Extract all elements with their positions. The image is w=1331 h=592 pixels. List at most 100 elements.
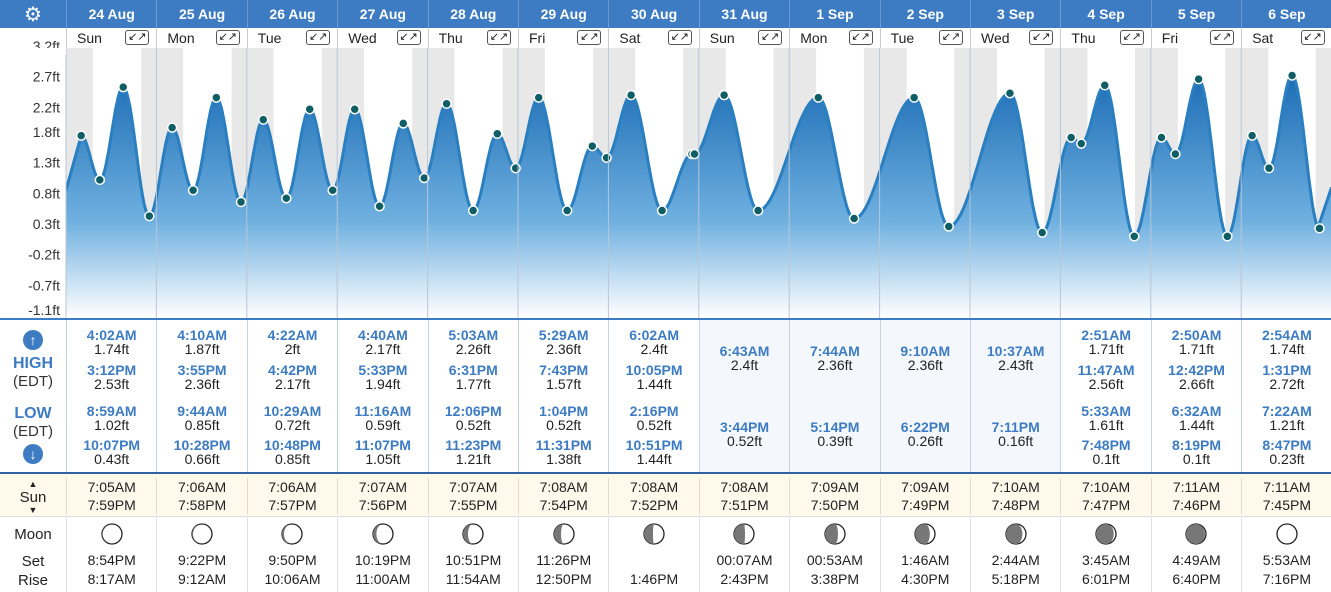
high-tide-entry[interactable]: 5:03AM 2.26ft: [429, 328, 518, 356]
high-tide-entry[interactable]: 7:43PM 1.57ft: [519, 363, 608, 391]
tide-extreme-point[interactable]: [587, 140, 598, 152]
tide-extreme-point[interactable]: [211, 92, 222, 103]
expand-arrows-icon[interactable]: ↙↗: [1300, 30, 1325, 45]
tide-extreme-point[interactable]: [441, 98, 452, 109]
low-tide-entry[interactable]: 10:07PM 0.43ft: [67, 438, 156, 466]
expand-arrows-icon[interactable]: ↙↗: [758, 30, 783, 45]
low-tide-entry[interactable]: 11:23PM 1.21ft: [429, 438, 518, 466]
tide-extreme-point[interactable]: [533, 92, 544, 103]
expand-arrows-icon[interactable]: ↙↗: [1119, 30, 1144, 45]
tide-extreme-point[interactable]: [94, 174, 106, 186]
tide-extreme-point[interactable]: [1065, 132, 1077, 143]
high-tide-entry[interactable]: 10:37AM 2.43ft: [971, 344, 1060, 372]
tide-extreme-point[interactable]: [258, 114, 269, 125]
low-tide-entry[interactable]: 7:22AM 1.21ft: [1242, 404, 1331, 432]
tide-extreme-point[interactable]: [625, 89, 637, 101]
high-tide-entry[interactable]: 4:42PM 2.17ft: [248, 363, 337, 391]
low-tide-entry[interactable]: 7:11PM 0.16ft: [971, 420, 1060, 448]
tide-extreme-point[interactable]: [752, 205, 764, 216]
high-tide-entry[interactable]: 10:05PM 1.44ft: [609, 363, 698, 391]
tide-extreme-point[interactable]: [1004, 88, 1016, 99]
tide-extreme-point[interactable]: [601, 152, 612, 163]
low-tide-entry[interactable]: 10:51PM 1.44ft: [609, 438, 698, 466]
high-tide-entry[interactable]: 2:50AM 1.71ft: [1152, 328, 1241, 356]
tide-extreme-point[interactable]: [1170, 148, 1181, 160]
tide-extreme-point[interactable]: [1076, 138, 1087, 149]
tide-extreme-point[interactable]: [75, 130, 87, 141]
low-tide-entry[interactable]: 1:04PM 0.52ft: [519, 404, 608, 432]
tide-extreme-point[interactable]: [656, 205, 668, 216]
tide-extreme-point[interactable]: [908, 92, 920, 103]
tide-extreme-point[interactable]: [1263, 162, 1275, 174]
low-tide-entry[interactable]: 3:44PM 0.52ft: [700, 420, 789, 448]
expand-arrows-icon[interactable]: ↙↗: [1029, 30, 1054, 45]
high-tide-entry[interactable]: 11:47AM 2.56ft: [1061, 363, 1150, 391]
low-tide-entry[interactable]: 11:31PM 1.38ft: [519, 438, 608, 466]
tide-extreme-point[interactable]: [718, 89, 730, 101]
high-tide-entry[interactable]: 4:40AM 2.17ft: [338, 328, 427, 356]
tide-extreme-point[interactable]: [492, 128, 503, 140]
low-tide-entry[interactable]: 6:22PM 0.26ft: [881, 420, 970, 448]
tide-extreme-point[interactable]: [561, 205, 573, 216]
tide-extreme-point[interactable]: [117, 81, 129, 93]
tide-extreme-point[interactable]: [1286, 70, 1298, 81]
expand-arrows-icon[interactable]: ↙↗: [215, 30, 240, 45]
expand-arrows-icon[interactable]: ↙↗: [486, 30, 511, 45]
high-tide-entry[interactable]: 2:54AM 1.74ft: [1242, 328, 1331, 356]
low-tide-entry[interactable]: 10:28PM 0.66ft: [157, 438, 246, 466]
expand-arrows-icon[interactable]: ↙↗: [125, 30, 150, 45]
low-tide-entry[interactable]: 5:33AM 1.61ft: [1061, 404, 1150, 432]
high-tide-entry[interactable]: 4:22AM 2ft: [248, 328, 337, 356]
tide-extreme-point[interactable]: [1222, 231, 1233, 242]
tide-extreme-point[interactable]: [327, 185, 338, 196]
high-tide-entry[interactable]: 2:51AM 1.71ft: [1061, 328, 1150, 356]
tide-extreme-point[interactable]: [848, 213, 860, 224]
tide-extreme-point[interactable]: [1036, 227, 1048, 238]
high-tide-entry[interactable]: 6:31PM 1.77ft: [429, 363, 518, 391]
tide-extreme-point[interactable]: [1314, 223, 1325, 234]
low-tide-entry[interactable]: 2:16PM 0.52ft: [609, 404, 698, 432]
low-tide-entry[interactable]: 8:59AM 1.02ft: [67, 404, 156, 432]
low-tide-entry[interactable]: 8:19PM 0.1ft: [1152, 438, 1241, 466]
tide-extreme-point[interactable]: [187, 185, 199, 196]
expand-arrows-icon[interactable]: ↙↗: [667, 30, 692, 45]
expand-arrows-icon[interactable]: ↙↗: [577, 30, 602, 45]
tide-extreme-point[interactable]: [1129, 231, 1140, 242]
tide-extreme-point[interactable]: [1156, 132, 1167, 143]
high-tide-entry[interactable]: 4:02AM 1.74ft: [67, 328, 156, 356]
tide-extreme-point[interactable]: [235, 196, 247, 208]
high-tide-entry[interactable]: 9:10AM 2.36ft: [881, 344, 970, 372]
tide-extreme-point[interactable]: [144, 210, 155, 222]
expand-arrows-icon[interactable]: ↙↗: [938, 30, 963, 45]
high-tide-entry[interactable]: 6:43AM 2.4ft: [700, 344, 789, 372]
tide-extreme-point[interactable]: [398, 118, 409, 129]
tide-extreme-point[interactable]: [943, 221, 955, 232]
low-tide-entry[interactable]: 7:48PM 0.1ft: [1061, 438, 1150, 466]
high-tide-entry[interactable]: 7:44AM 2.36ft: [790, 344, 879, 372]
low-tide-entry[interactable]: 5:14PM 0.39ft: [790, 420, 879, 448]
expand-arrows-icon[interactable]: ↙↗: [1210, 30, 1235, 45]
tide-extreme-point[interactable]: [510, 162, 521, 174]
low-tide-entry[interactable]: 10:48PM 0.85ft: [248, 438, 337, 466]
high-tide-entry[interactable]: 5:33PM 1.94ft: [338, 363, 427, 391]
low-tide-entry[interactable]: 8:47PM 0.23ft: [1242, 438, 1331, 466]
expand-arrows-icon[interactable]: ↙↗: [306, 30, 331, 45]
high-tide-entry[interactable]: 12:42PM 2.66ft: [1152, 363, 1241, 391]
tide-extreme-point[interactable]: [467, 205, 479, 216]
tide-extreme-point[interactable]: [1193, 73, 1204, 85]
tide-extreme-point[interactable]: [1099, 80, 1111, 91]
low-tide-entry[interactable]: 11:07PM 1.05ft: [338, 438, 427, 466]
tide-extreme-point[interactable]: [419, 172, 430, 184]
tide-extreme-point[interactable]: [813, 92, 824, 103]
low-tide-entry[interactable]: 11:16AM 0.59ft: [338, 404, 427, 432]
high-tide-entry[interactable]: 5:29AM 2.36ft: [519, 328, 608, 356]
high-tide-entry[interactable]: 6:02AM 2.4ft: [609, 328, 698, 356]
tide-extreme-point[interactable]: [349, 103, 360, 115]
tide-extreme-point[interactable]: [281, 193, 292, 204]
low-tide-entry[interactable]: 12:06PM 0.52ft: [429, 404, 518, 432]
low-tide-entry[interactable]: 6:32AM 1.44ft: [1152, 404, 1241, 432]
high-tide-entry[interactable]: 4:10AM 1.87ft: [157, 328, 246, 356]
gear-icon[interactable]: ⚙: [24, 3, 42, 26]
expand-arrows-icon[interactable]: ↙↗: [848, 30, 873, 45]
tide-extreme-point[interactable]: [1246, 130, 1258, 141]
